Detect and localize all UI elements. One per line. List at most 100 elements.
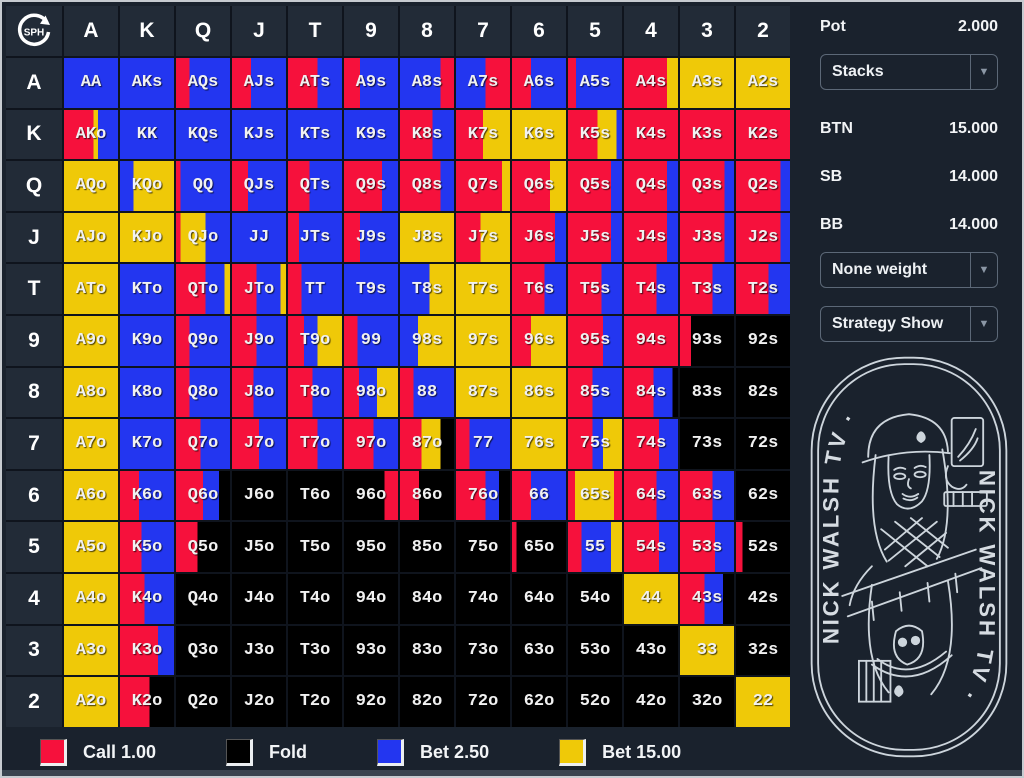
hand-cell-A4o[interactable]: A4o (64, 573, 118, 624)
hand-cell-J4s[interactable]: J4s (624, 212, 678, 263)
hand-cell-64o[interactable]: 64o (512, 573, 566, 624)
hand-cell-Q7o[interactable]: Q7o (176, 419, 230, 469)
hand-cell-T9o[interactable]: T9o (288, 315, 342, 366)
hand-cell-KTo[interactable]: KTo (120, 264, 174, 314)
hand-cell-AJs[interactable]: AJs (232, 58, 286, 108)
hand-cell-A6o[interactable]: A6o (64, 470, 118, 521)
hand-cell-TT[interactable]: TT (288, 264, 342, 314)
hand-cell-94s[interactable]: 94s (624, 315, 678, 366)
hand-cell-63s[interactable]: 63s (680, 470, 734, 521)
hand-cell-J5o[interactable]: J5o (232, 522, 286, 572)
hand-cell-J7s[interactable]: J7s (456, 212, 510, 263)
hand-cell-73o[interactable]: 73o (456, 625, 510, 676)
hand-cell-K6o[interactable]: K6o (120, 470, 174, 521)
hand-cell-84s[interactable]: 84s (624, 367, 678, 418)
hand-cell-K4o[interactable]: K4o (120, 573, 174, 624)
hand-cell-76o[interactable]: 76o (456, 470, 510, 521)
hand-cell-AQs[interactable]: AQs (176, 58, 230, 108)
hand-cell-95o[interactable]: 95o (344, 522, 398, 572)
hand-cell-J4o[interactable]: J4o (232, 573, 286, 624)
hand-cell-55[interactable]: 55 (568, 522, 622, 572)
hand-cell-T5s[interactable]: T5s (568, 264, 622, 314)
hand-cell-K7s[interactable]: K7s (456, 109, 510, 160)
hand-cell-72s[interactable]: 72s (736, 419, 790, 469)
hand-cell-KQo[interactable]: KQo (120, 161, 174, 211)
chevron-down-icon[interactable]: ▼ (970, 307, 997, 341)
hand-cell-T6o[interactable]: T6o (288, 470, 342, 521)
hand-cell-44[interactable]: 44 (624, 573, 678, 624)
hand-cell-AQo[interactable]: AQo (64, 161, 118, 211)
hand-cell-99[interactable]: 99 (344, 315, 398, 366)
hand-cell-82o[interactable]: 82o (400, 677, 454, 727)
hand-cell-85s[interactable]: 85s (568, 367, 622, 418)
hand-cell-Q6s[interactable]: Q6s (512, 161, 566, 211)
hand-cell-93s[interactable]: 93s (680, 315, 734, 366)
hand-cell-JTo[interactable]: JTo (232, 264, 286, 314)
hand-cell-Q5s[interactable]: Q5s (568, 161, 622, 211)
hand-cell-QJo[interactable]: QJo (176, 212, 230, 263)
hand-cell-88[interactable]: 88 (400, 367, 454, 418)
hand-cell-86o[interactable]: 86o (400, 470, 454, 521)
hand-cell-A8s[interactable]: A8s (400, 58, 454, 108)
hand-cell-KJo[interactable]: KJo (120, 212, 174, 263)
hand-cell-K6s[interactable]: K6s (512, 109, 566, 160)
hand-cell-AKo[interactable]: AKo (64, 109, 118, 160)
hand-cell-65s[interactable]: 65s (568, 470, 622, 521)
hand-cell-A2s[interactable]: A2s (736, 58, 790, 108)
hand-cell-65o[interactable]: 65o (512, 522, 566, 572)
hand-cell-32s[interactable]: 32s (736, 625, 790, 676)
hand-cell-T9s[interactable]: T9s (344, 264, 398, 314)
hand-cell-KJs[interactable]: KJs (232, 109, 286, 160)
hand-cell-A5s[interactable]: A5s (568, 58, 622, 108)
hand-cell-KQs[interactable]: KQs (176, 109, 230, 160)
hand-cell-A2o[interactable]: A2o (64, 677, 118, 727)
hand-cell-A9o[interactable]: A9o (64, 315, 118, 366)
hand-cell-87o[interactable]: 87o (400, 419, 454, 469)
hand-cell-T5o[interactable]: T5o (288, 522, 342, 572)
hand-cell-K8o[interactable]: K8o (120, 367, 174, 418)
hand-cell-A8o[interactable]: A8o (64, 367, 118, 418)
hand-cell-T2o[interactable]: T2o (288, 677, 342, 727)
hand-cell-22[interactable]: 22 (736, 677, 790, 727)
weight-dropdown[interactable]: None weight ▼ (820, 252, 998, 288)
hand-cell-Q4s[interactable]: Q4s (624, 161, 678, 211)
hand-cell-75s[interactable]: 75s (568, 419, 622, 469)
hand-cell-J3o[interactable]: J3o (232, 625, 286, 676)
hand-cell-T6s[interactable]: T6s (512, 264, 566, 314)
hand-cell-T3s[interactable]: T3s (680, 264, 734, 314)
hand-cell-J2s[interactable]: J2s (736, 212, 790, 263)
hand-cell-J9o[interactable]: J9o (232, 315, 286, 366)
hand-cell-K4s[interactable]: K4s (624, 109, 678, 160)
hand-cell-A3s[interactable]: A3s (680, 58, 734, 108)
hand-cell-42s[interactable]: 42s (736, 573, 790, 624)
hand-cell-75o[interactable]: 75o (456, 522, 510, 572)
hand-cell-62o[interactable]: 62o (512, 677, 566, 727)
hand-cell-AA[interactable]: AA (64, 58, 118, 108)
hand-cell-76s[interactable]: 76s (512, 419, 566, 469)
hand-cell-Q7s[interactable]: Q7s (456, 161, 510, 211)
hand-cell-K5o[interactable]: K5o (120, 522, 174, 572)
hand-cell-J9s[interactable]: J9s (344, 212, 398, 263)
hand-cell-J8o[interactable]: J8o (232, 367, 286, 418)
hand-cell-ATo[interactable]: ATo (64, 264, 118, 314)
chevron-down-icon[interactable]: ▼ (970, 55, 997, 89)
hand-cell-54s[interactable]: 54s (624, 522, 678, 572)
hand-cell-53o[interactable]: 53o (568, 625, 622, 676)
hand-cell-64s[interactable]: 64s (624, 470, 678, 521)
hand-cell-K3o[interactable]: K3o (120, 625, 174, 676)
hand-cell-J2o[interactable]: J2o (232, 677, 286, 727)
hand-cell-98o[interactable]: 98o (344, 367, 398, 418)
hand-cell-QJs[interactable]: QJs (232, 161, 286, 211)
hand-cell-97o[interactable]: 97o (344, 419, 398, 469)
hand-cell-K2s[interactable]: K2s (736, 109, 790, 160)
strategy-dropdown[interactable]: Strategy Show ▼ (820, 306, 998, 342)
hand-cell-93o[interactable]: 93o (344, 625, 398, 676)
hand-cell-T4s[interactable]: T4s (624, 264, 678, 314)
hand-cell-QTo[interactable]: QTo (176, 264, 230, 314)
hand-cell-J7o[interactable]: J7o (232, 419, 286, 469)
hand-cell-83o[interactable]: 83o (400, 625, 454, 676)
hand-cell-K9o[interactable]: K9o (120, 315, 174, 366)
hand-cell-KTs[interactable]: KTs (288, 109, 342, 160)
hand-cell-J3s[interactable]: J3s (680, 212, 734, 263)
hand-cell-87s[interactable]: 87s (456, 367, 510, 418)
